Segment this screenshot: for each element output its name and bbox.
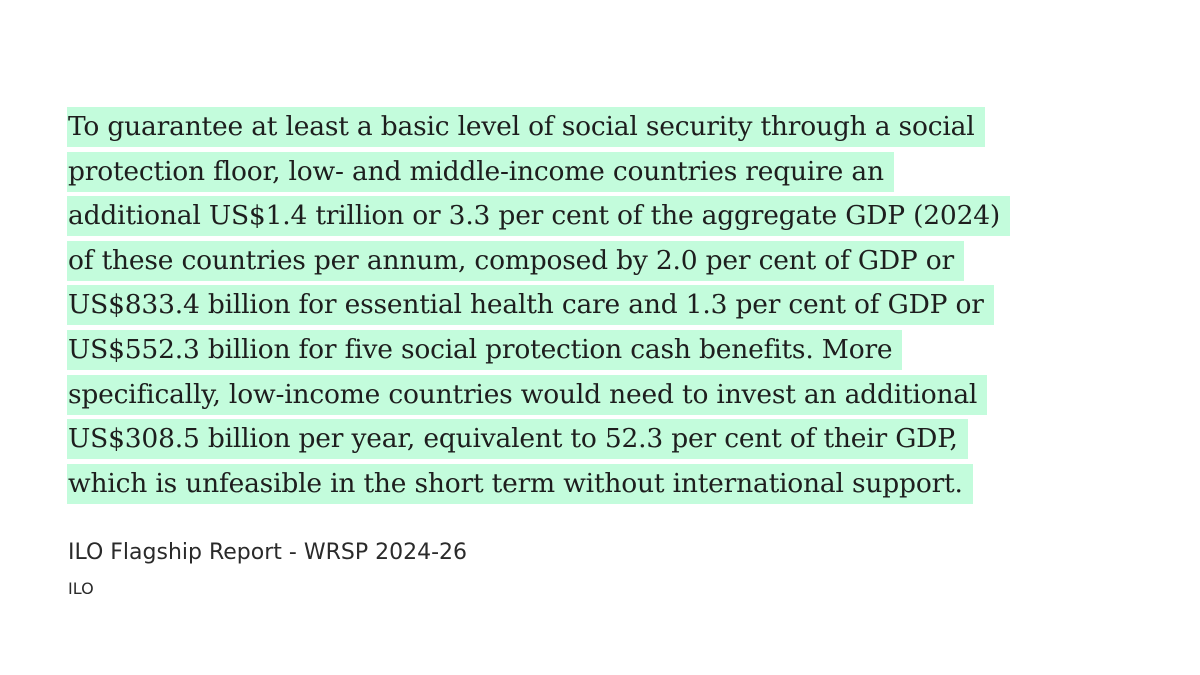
- quote-line: US$552.3 billion for five social protect…: [67, 329, 1010, 375]
- quote-line: of these countries per annum, composed b…: [67, 240, 1010, 286]
- quote-line: protection floor, low- and middle-income…: [67, 151, 1010, 197]
- quote-line: US$308.5 billion per year, equivalent to…: [67, 419, 1010, 464]
- quote-line: which is unfeasible in the short term wi…: [67, 463, 1010, 509]
- quote-line: specifically, low-income countries would…: [67, 374, 1010, 420]
- quote-line: US$833.4 billion for essential health ca…: [67, 285, 1010, 330]
- quote-author: ILO: [68, 579, 94, 598]
- highlighted-quote: To guarantee at least a basic level of s…: [67, 107, 1011, 509]
- quote-source: ILO Flagship Report - WRSP 2024-26: [68, 540, 467, 565]
- quote-line: To guarantee at least a basic level of s…: [67, 107, 1010, 152]
- quote-line: additional US$1.4 trillion or 3.3 per ce…: [67, 196, 1011, 241]
